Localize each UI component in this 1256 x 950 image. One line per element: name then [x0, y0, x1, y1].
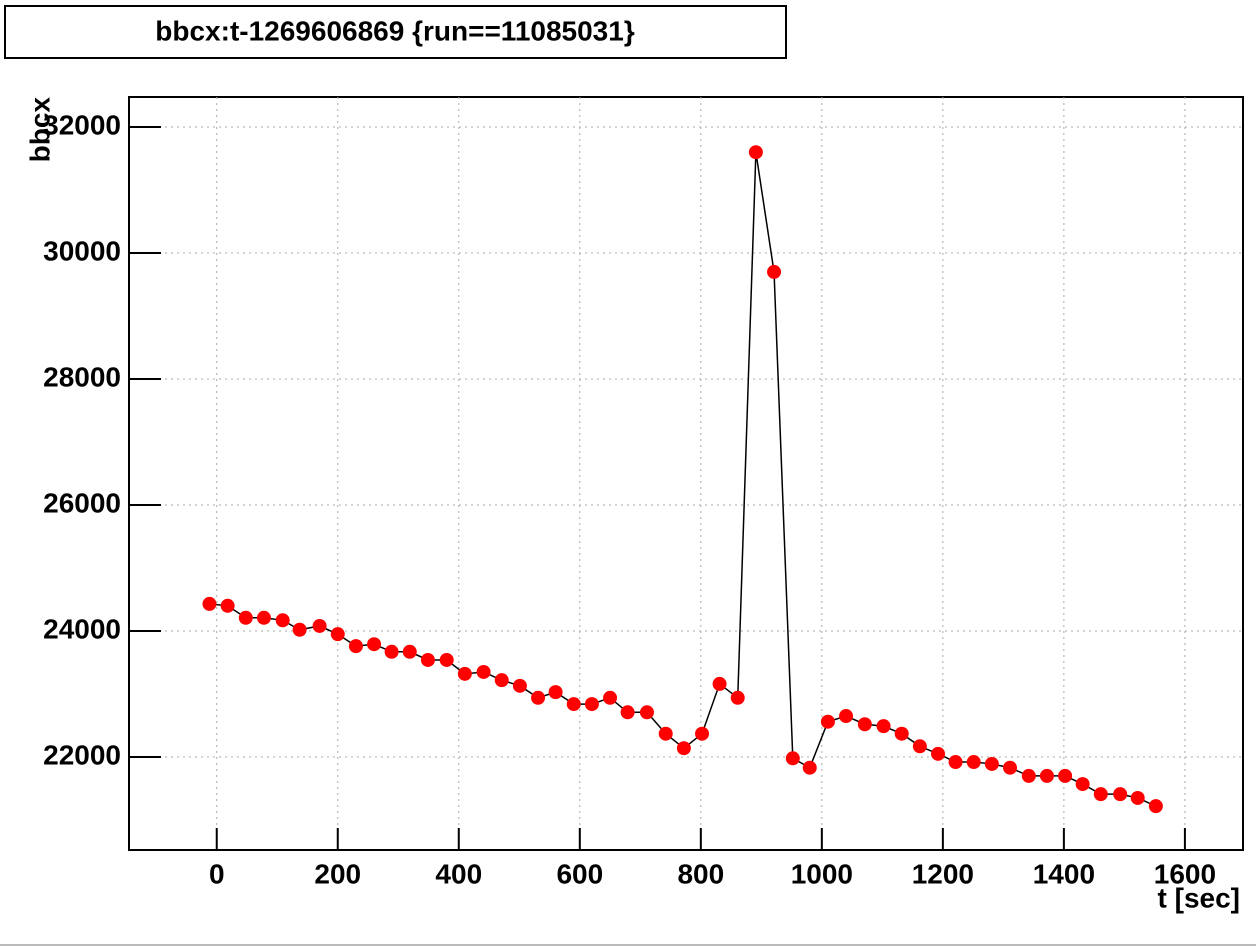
data-point: [1093, 787, 1108, 802]
x-tick-label: 800: [677, 858, 724, 889]
data-point: [676, 741, 691, 756]
data-point: [839, 709, 854, 724]
data-point: [658, 726, 673, 741]
data-point: [367, 637, 382, 652]
data-point: [584, 697, 599, 712]
data-point: [984, 756, 999, 771]
y-tick-label: 24000: [43, 613, 121, 644]
data-point: [748, 145, 763, 160]
data-point: [767, 264, 782, 279]
data-point: [1021, 768, 1036, 783]
data-point: [1003, 760, 1018, 775]
data-point: [1113, 787, 1128, 802]
data-point: [785, 751, 800, 766]
x-tick-label: 1200: [912, 858, 974, 889]
data-point: [712, 676, 727, 691]
data-point: [457, 666, 472, 681]
data-point: [948, 755, 963, 770]
x-tick-label: 1400: [1033, 858, 1095, 889]
x-tick-label: 400: [435, 858, 482, 889]
data-point: [894, 726, 909, 741]
data-point: [202, 596, 217, 611]
y-tick-label: 26000: [43, 487, 121, 518]
data-point: [420, 652, 435, 667]
data-point: [730, 690, 745, 705]
data-point: [912, 739, 927, 754]
x-axis-label: t [sec]: [1158, 882, 1240, 913]
data-point: [566, 697, 581, 712]
data-point: [476, 664, 491, 679]
data-point: [603, 690, 618, 705]
y-axis-label: bbcx: [24, 97, 55, 163]
data-point: [1075, 777, 1090, 792]
data-point: [312, 618, 327, 633]
data-point: [512, 678, 527, 693]
data-point: [548, 685, 563, 700]
data-point: [531, 690, 546, 705]
data-point: [494, 673, 509, 688]
data-point: [402, 644, 417, 659]
x-tick-label: 200: [314, 858, 361, 889]
data-point: [857, 717, 872, 732]
data-point: [876, 719, 891, 734]
data-point: [1039, 768, 1054, 783]
x-tick-label: 1600: [1154, 858, 1216, 889]
data-point: [931, 746, 946, 761]
data-point: [348, 639, 363, 654]
y-tick-label: 30000: [43, 235, 121, 266]
data-point: [1148, 799, 1163, 814]
y-tick-label: 32000: [43, 109, 121, 140]
data-point: [1058, 768, 1073, 783]
x-tick-label: 1000: [791, 858, 853, 889]
data-point: [439, 652, 454, 667]
data-point: [966, 755, 981, 770]
title-box: [4, 5, 787, 59]
data-point: [1130, 790, 1145, 805]
data-point: [695, 726, 710, 741]
data-point: [820, 714, 835, 729]
x-tick-label: 0: [209, 858, 225, 889]
data-point: [220, 598, 235, 613]
y-tick-label: 28000: [43, 361, 121, 392]
data-point: [238, 610, 253, 625]
data-point: [256, 610, 271, 625]
chart-title: bbcx:t-1269606869 {run==11085031}: [155, 15, 635, 46]
data-point: [292, 622, 307, 637]
data-point: [802, 760, 817, 775]
data-point: [639, 705, 654, 720]
x-tick-label: 600: [556, 858, 603, 889]
y-tick-label: 22000: [43, 739, 121, 770]
plot-frame: [128, 96, 1244, 851]
data-point: [620, 705, 635, 720]
data-point: [275, 613, 290, 628]
data-point: [384, 644, 399, 659]
data-point: [330, 627, 345, 642]
